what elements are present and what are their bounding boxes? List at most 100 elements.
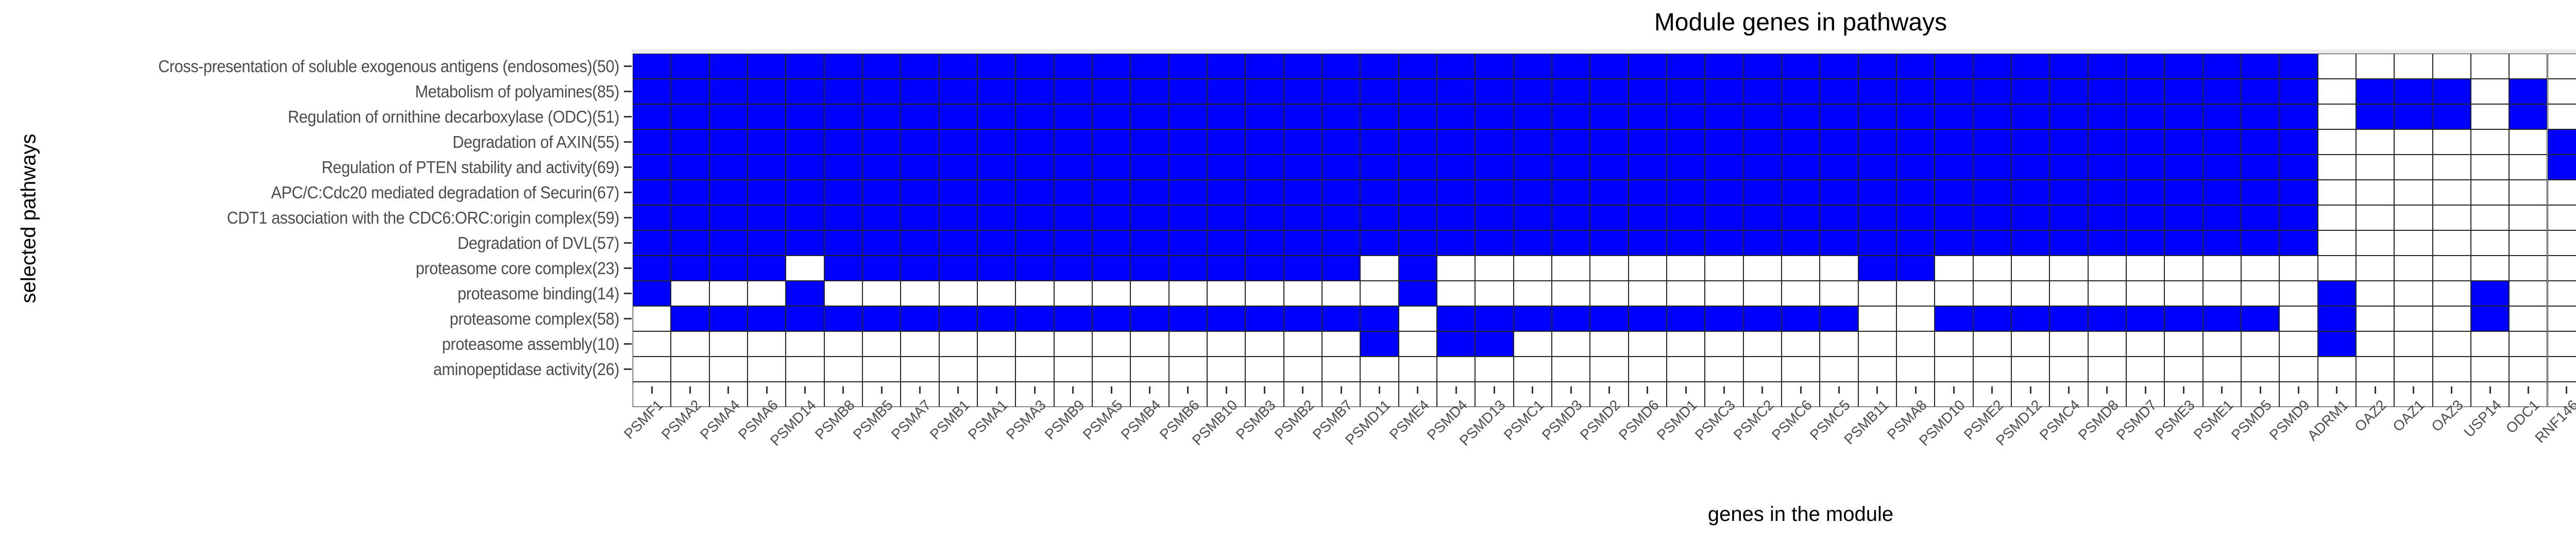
heatmap-cell	[2241, 79, 2280, 104]
heatmap-cell	[2317, 79, 2356, 104]
heatmap-cell	[2547, 129, 2576, 155]
x-axis-tick	[1072, 386, 1074, 394]
heatmap-cell	[2355, 306, 2395, 331]
heatmap-cell	[2126, 104, 2165, 129]
heatmap-cell	[709, 357, 748, 382]
x-axis-tick	[842, 386, 844, 394]
heatmap-cell	[1283, 230, 1322, 256]
heatmap-cell	[671, 205, 709, 230]
heatmap-cell	[1896, 205, 1935, 230]
heatmap-cell	[1475, 357, 1514, 382]
heatmap-cell	[633, 256, 671, 281]
heatmap-cell	[633, 382, 671, 407]
heatmap-cell	[2394, 230, 2433, 256]
heatmap-cell	[1590, 331, 1629, 357]
heatmap-cell	[2164, 230, 2203, 256]
heatmap-cell	[2279, 180, 2318, 205]
heatmap-cell	[1896, 281, 1935, 306]
heatmap-cell	[1551, 79, 1590, 104]
heatmap-cell	[2126, 256, 2165, 281]
heatmap-cell	[2432, 54, 2471, 79]
heatmap-cell	[1436, 54, 1476, 79]
heatmap-cell	[2202, 357, 2241, 382]
heatmap-cell	[786, 155, 824, 180]
heatmap-cell	[1858, 306, 1896, 331]
heatmap-cell	[2241, 205, 2280, 230]
heatmap-cell	[2432, 230, 2471, 256]
x-axis-tick	[1914, 386, 1917, 394]
heatmap-cell	[2470, 281, 2510, 306]
heatmap-cell	[1321, 129, 1361, 155]
heatmap-cell	[1207, 79, 1246, 104]
heatmap-cell	[671, 54, 709, 79]
heatmap-cell	[2011, 382, 2050, 407]
heatmap-cell	[2126, 155, 2165, 180]
heatmap-cell	[1015, 306, 1054, 331]
heatmap-cell	[2164, 129, 2203, 155]
heatmap-cell	[2509, 104, 2548, 129]
heatmap-cell	[2241, 230, 2280, 256]
heatmap-cell	[1628, 331, 1667, 357]
heatmap-cell	[2355, 331, 2395, 357]
heatmap-cell	[1858, 230, 1896, 256]
heatmap-cell	[1705, 256, 1743, 281]
y-axis-label: APC/C:Cdc20 mediated degradation of Secu…	[271, 182, 619, 202]
heatmap-cell	[2432, 382, 2471, 407]
heatmap-cell	[1168, 230, 1207, 256]
heatmap-cell	[1360, 129, 1399, 155]
heatmap-cell	[1321, 256, 1361, 281]
heatmap-cell	[2317, 180, 2356, 205]
heatmap-cell	[2394, 331, 2433, 357]
x-axis-tick	[1876, 386, 1878, 394]
heatmap-cell	[939, 155, 977, 180]
y-axis-tick	[624, 267, 632, 269]
x-axis-tick	[2259, 386, 2261, 394]
heatmap-cell	[1513, 205, 1552, 230]
heatmap-cell	[1475, 256, 1514, 281]
heatmap-cell	[1475, 306, 1514, 331]
heatmap-cell	[2547, 331, 2576, 357]
heatmap-cell	[1015, 382, 1054, 407]
heatmap-cell	[1666, 180, 1705, 205]
heatmap-cell	[862, 180, 901, 205]
heatmap-cell	[1092, 205, 1131, 230]
heatmap-cell	[1283, 129, 1322, 155]
heatmap-cell	[633, 180, 671, 205]
heatmap-cell	[671, 382, 709, 407]
heatmap-cell	[1973, 79, 2011, 104]
heatmap-cell	[1896, 230, 1935, 256]
heatmap-cell	[1781, 230, 1820, 256]
heatmap-cell	[1551, 129, 1590, 155]
heatmap-cell	[2241, 104, 2280, 129]
heatmap-cell	[2317, 104, 2356, 129]
heatmap-cell	[1436, 129, 1476, 155]
y-axis-label: Degradation of DVL(57)	[457, 233, 619, 252]
heatmap-cell	[1935, 104, 1973, 129]
heatmap-cell	[2394, 129, 2433, 155]
heatmap-cell	[1475, 104, 1514, 129]
heatmap-cell	[1436, 104, 1476, 129]
heatmap-cell	[901, 306, 939, 331]
heatmap-cell	[1935, 230, 1973, 256]
heatmap-cell	[1666, 79, 1705, 104]
heatmap-cell	[2547, 230, 2576, 256]
heatmap-cell	[1551, 382, 1590, 407]
heatmap-cell	[671, 357, 709, 382]
heatmap-cell	[2355, 281, 2395, 306]
x-axis-tick	[2106, 386, 2108, 394]
heatmap-cell	[1743, 331, 1782, 357]
heatmap-cell	[1015, 129, 1054, 155]
y-axis-label: Metabolism of polyamines(85)	[415, 81, 620, 101]
heatmap-cell	[1436, 281, 1476, 306]
heatmap-cell	[2164, 79, 2203, 104]
heatmap-cell	[1705, 306, 1743, 331]
heatmap-cell	[1168, 104, 1207, 129]
y-axis-title: selected pathways	[17, 133, 40, 303]
heatmap-cell	[709, 104, 748, 129]
heatmap-cell	[1283, 180, 1322, 205]
heatmap-cell	[1245, 230, 1284, 256]
heatmap-cell	[2355, 180, 2395, 205]
heatmap-cell	[633, 306, 671, 331]
y-axis-label: Degradation of AXIN(55)	[452, 132, 619, 151]
